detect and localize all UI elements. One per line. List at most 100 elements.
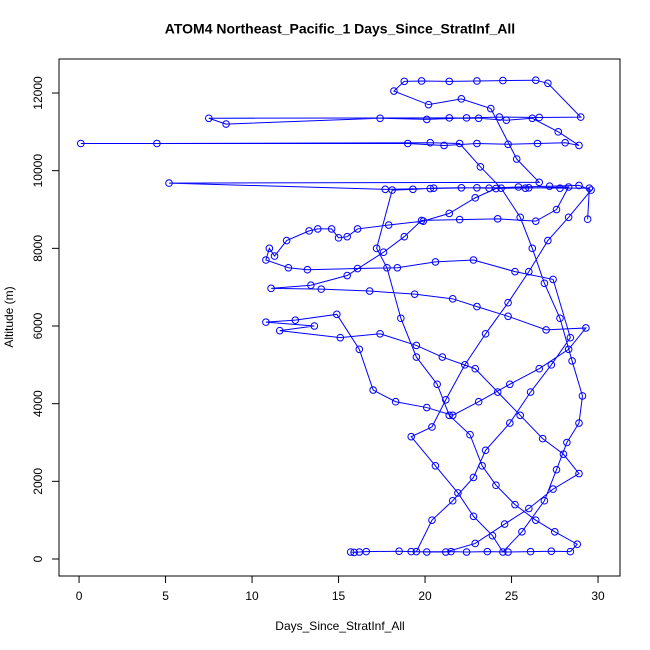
data-point <box>492 481 500 490</box>
data-point <box>448 295 457 303</box>
data-point <box>376 114 384 123</box>
data-point <box>488 531 497 540</box>
data-point <box>397 314 405 323</box>
y-axis-label: Altitude (m) <box>2 286 16 347</box>
data-point <box>476 162 485 171</box>
data-point <box>353 225 362 233</box>
data-point <box>469 256 478 264</box>
data-point <box>448 496 457 505</box>
data-point <box>409 185 417 194</box>
x-tick-label: 0 <box>76 589 83 603</box>
data-point <box>447 547 455 556</box>
data-point <box>473 77 481 85</box>
data-point <box>552 205 561 214</box>
data-point <box>533 139 542 148</box>
data-point <box>471 194 480 202</box>
data-point <box>564 345 573 354</box>
data-point <box>327 225 336 233</box>
data-point <box>504 312 512 321</box>
data-point <box>544 79 552 88</box>
data-point <box>346 548 355 556</box>
data-point <box>400 77 409 86</box>
data-point <box>412 353 421 361</box>
data-point <box>556 314 564 323</box>
data-point <box>376 329 384 338</box>
data-point <box>422 403 431 412</box>
data-point <box>511 500 519 509</box>
data-point <box>474 397 483 406</box>
data-point <box>422 548 431 556</box>
data-line <box>80 79 592 553</box>
data-point <box>540 279 549 288</box>
data-point <box>550 528 559 536</box>
data-point <box>504 298 512 307</box>
data-point <box>504 140 512 149</box>
data-point <box>545 182 554 191</box>
data-point <box>429 184 438 192</box>
y-tick-label: 0 <box>31 555 45 562</box>
data-point <box>262 318 270 326</box>
data-point <box>575 141 583 150</box>
x-tick-label: 30 <box>591 589 605 603</box>
data-point <box>531 217 540 225</box>
data-point <box>267 284 275 293</box>
data-point <box>455 215 464 224</box>
data-point <box>442 395 450 404</box>
data-point <box>473 302 481 311</box>
data-point <box>222 120 230 128</box>
data-point <box>442 548 450 556</box>
data-point <box>549 485 557 493</box>
data-point <box>514 183 523 191</box>
data-point <box>412 341 421 350</box>
data-point <box>535 364 544 373</box>
data-point <box>516 411 524 420</box>
y-tick-label: 8000 <box>31 235 45 262</box>
data-point <box>466 430 474 439</box>
data-point <box>431 258 440 266</box>
data-point <box>526 388 535 396</box>
data-point <box>317 285 326 293</box>
data-point <box>426 184 435 193</box>
data-point <box>535 178 544 187</box>
data-point <box>500 520 509 528</box>
data-point <box>544 236 552 245</box>
data-point <box>516 213 524 222</box>
data-point <box>504 548 512 556</box>
data-point <box>526 547 535 556</box>
data-point <box>575 181 583 190</box>
y-tick-label: 2000 <box>31 468 45 495</box>
data-point <box>307 281 315 290</box>
data-point <box>457 95 466 103</box>
data-point <box>471 364 480 373</box>
data-point <box>422 115 431 124</box>
data-point <box>525 183 533 192</box>
plot-frame <box>58 58 621 577</box>
data-point <box>334 234 343 242</box>
data-point <box>262 256 270 264</box>
data-point <box>471 539 480 548</box>
data-point <box>573 540 582 549</box>
data-point <box>438 353 447 361</box>
data-point <box>165 179 173 187</box>
data-point <box>419 217 428 225</box>
data-point <box>303 265 312 274</box>
data-point <box>462 548 471 556</box>
data-point <box>445 411 454 420</box>
data-point <box>497 184 505 192</box>
data-point <box>531 516 540 524</box>
data-point <box>542 326 550 334</box>
data-point <box>291 316 300 324</box>
chart-title: ATOM4 Northeast_Pacific_1 Days_Since_Str… <box>165 21 515 37</box>
y-tick-label: 10000 <box>31 154 45 188</box>
data-point <box>462 114 471 122</box>
data-point <box>506 380 514 389</box>
data-point <box>575 419 583 427</box>
data-point <box>525 504 533 513</box>
data-point <box>547 547 556 556</box>
data-point <box>576 113 585 121</box>
x-tick-label: 15 <box>332 589 346 603</box>
data-point <box>518 528 526 536</box>
data-point <box>431 461 440 470</box>
data-point <box>531 76 540 85</box>
